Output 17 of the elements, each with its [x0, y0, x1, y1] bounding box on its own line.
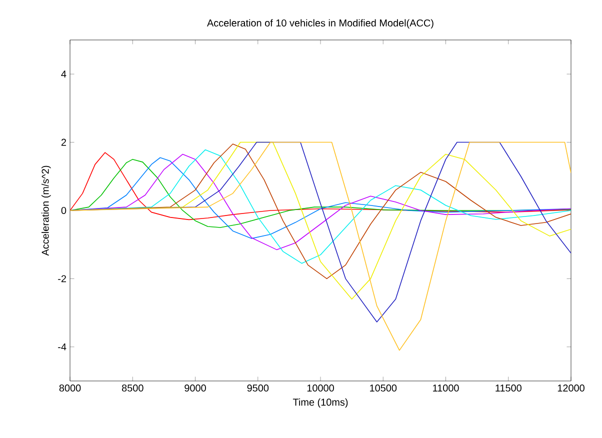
x-tick-label: 8500	[122, 384, 144, 392]
y-tick-label: 0	[61, 206, 66, 214]
x-tick-label: 8000	[59, 384, 81, 392]
x-tick-label: 9500	[247, 384, 269, 392]
y-tick-label: -4	[58, 343, 66, 350]
y-tick-label: 2	[61, 138, 66, 146]
x-tick-label: 11500	[496, 384, 522, 392]
x-tick-label: 10500	[370, 384, 397, 392]
x-axis-title: Time (10ms)	[292, 398, 348, 408]
y-tick-label: -2	[58, 275, 66, 282]
y-tick-label: 4	[61, 70, 66, 78]
chart-title: Acceleration of 10 vehicles in Modified Model(ACC)	[207, 19, 434, 28]
y-axis-title: Acceleration (m/s^2)	[42, 166, 51, 256]
x-tick-label: 10000	[307, 384, 334, 392]
x-tick-label: 9000	[184, 384, 206, 392]
x-tick-label: 11000	[433, 384, 459, 392]
x-tick-label: 12000	[558, 384, 584, 392]
